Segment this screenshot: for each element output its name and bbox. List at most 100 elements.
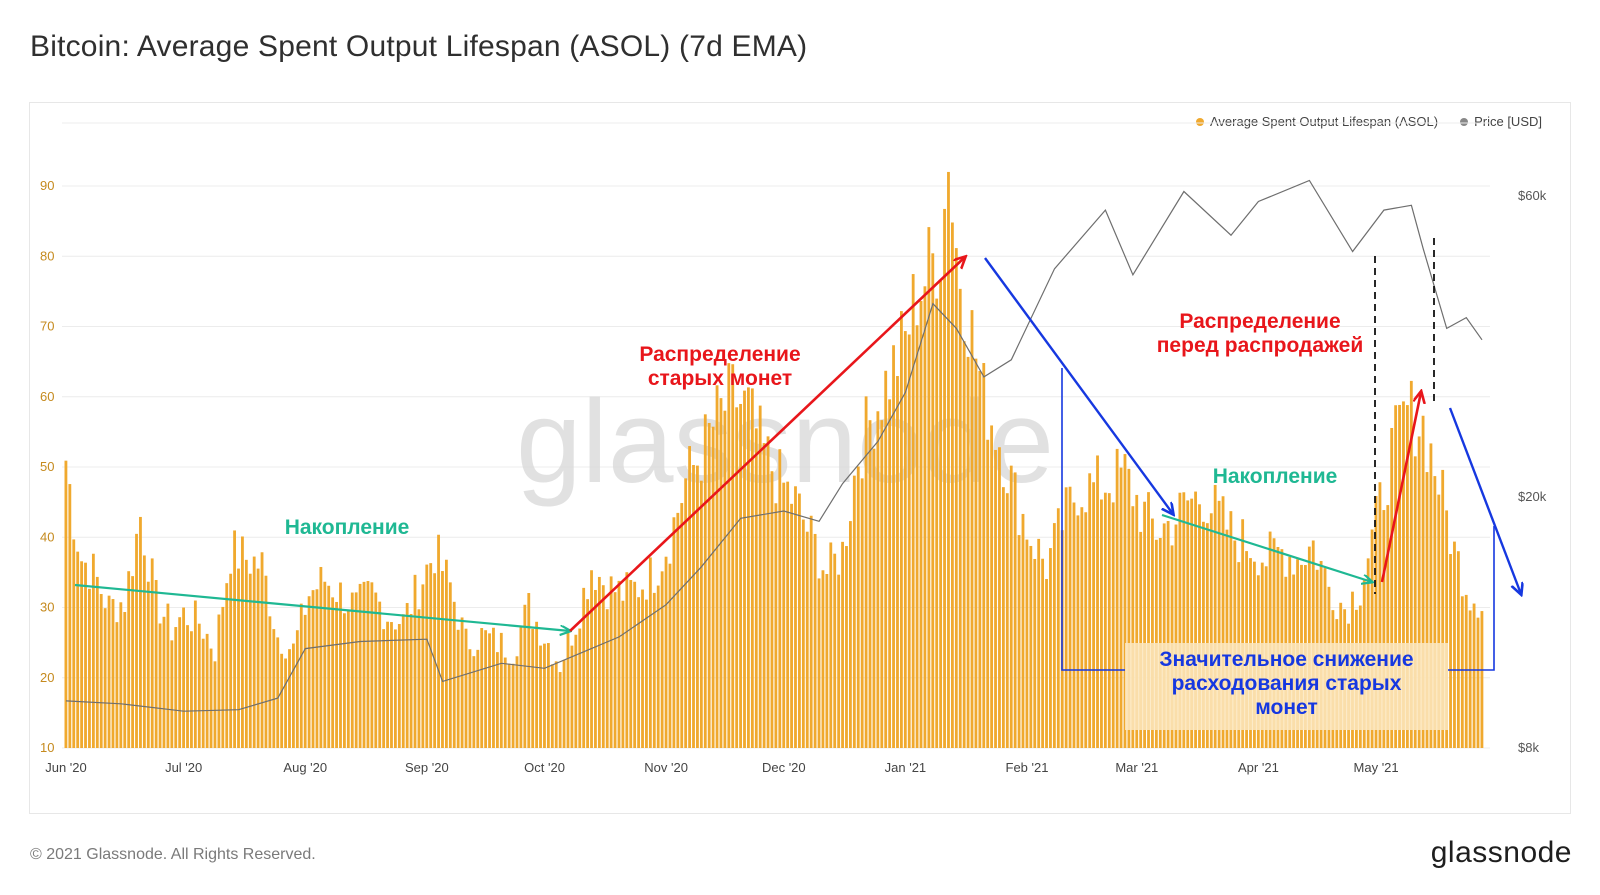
asol-bar — [919, 300, 923, 748]
asol-bar — [550, 664, 554, 748]
asol-bar — [507, 663, 511, 748]
asol-bar — [331, 597, 335, 748]
y-left-tick-label: 60 — [40, 389, 54, 404]
asol-bar — [307, 596, 311, 748]
asol-bar — [825, 574, 829, 748]
asol-bar — [727, 363, 731, 748]
accumulation-arrow-1 — [74, 583, 570, 631]
asol-bar — [723, 410, 727, 748]
asol-bar — [637, 597, 641, 748]
asol-bar — [1445, 510, 1449, 748]
asol-bar — [582, 587, 586, 748]
asol-bar — [974, 358, 978, 748]
asol-bar — [566, 632, 570, 748]
asol-bar — [444, 559, 448, 748]
asol-bar — [790, 503, 793, 748]
asol-bar — [1052, 523, 1056, 748]
asol-bar — [350, 592, 354, 748]
asol-bar — [84, 562, 87, 748]
asol-bar — [166, 603, 170, 748]
x-tick-label: Nov '20 — [644, 760, 688, 775]
asol-bar — [794, 486, 797, 748]
asol-bar — [923, 286, 927, 748]
legend-price-swatch — [1460, 117, 1469, 126]
asol-bar — [523, 604, 527, 748]
asol-bar — [1386, 505, 1390, 748]
asol-bar — [1268, 531, 1272, 748]
asol-bar — [1202, 521, 1205, 748]
asol-bar — [264, 575, 268, 748]
accumulation-arrow-2 — [1161, 513, 1372, 582]
asol-bar — [849, 521, 852, 748]
asol-bar — [421, 584, 425, 748]
asol-bar — [205, 633, 209, 748]
legend-item-price[interactable]: Price [USD] — [1460, 114, 1542, 129]
distribution-arrow — [569, 257, 965, 632]
asol-bar — [990, 425, 994, 748]
asol-bar — [131, 576, 135, 748]
asol-bar — [852, 475, 856, 748]
asol-bar — [668, 563, 672, 748]
y-left-tick-label: 90 — [40, 178, 54, 193]
asol-bar — [860, 478, 864, 748]
asol-bar — [935, 298, 939, 748]
annotation-pre-sell-line1: Распределение — [1179, 310, 1341, 333]
asol-bar — [1107, 493, 1111, 748]
annotation-distribution-old: Распределение старых монет — [610, 343, 830, 391]
asol-bar — [1453, 541, 1456, 748]
asol-bar — [743, 390, 746, 748]
asol-bar — [801, 519, 805, 748]
asol-bar — [401, 614, 405, 748]
asol-bar — [437, 534, 440, 748]
asol-bar — [382, 629, 386, 748]
asol-bar — [574, 634, 578, 748]
y-left-tick-label: 30 — [40, 600, 54, 615]
asol-bar — [1425, 472, 1429, 748]
asol-bar — [107, 595, 111, 748]
asol-bar — [1390, 427, 1394, 748]
asol-bar — [954, 248, 958, 748]
asol-bar — [872, 448, 876, 748]
legend-item-asol[interactable]: Average Spent Output Lifespan (ASOL) — [1195, 114, 1438, 129]
decline-arrow-1 — [984, 257, 1173, 514]
asol-bar — [888, 399, 892, 748]
asol-bar — [1151, 518, 1154, 748]
asol-bar — [1143, 501, 1146, 748]
annotation-decline-line1: Значительное снижение — [1159, 648, 1414, 671]
asol-bar — [570, 645, 574, 748]
asol-bar — [386, 621, 389, 748]
asol-bar — [252, 556, 256, 748]
asol-bar — [613, 592, 617, 748]
asol-bar — [1123, 454, 1127, 748]
asol-bar — [1190, 498, 1194, 748]
asol-bar — [217, 614, 221, 748]
asol-bar — [358, 583, 362, 748]
asol-bar — [966, 356, 970, 748]
asol-bar — [1378, 482, 1382, 748]
asol-bar — [648, 557, 652, 748]
asol-bar — [1178, 492, 1182, 748]
asol-bar — [260, 552, 264, 748]
copyright: © 2021 Glassnode. All Rights Reserved. — [30, 846, 316, 863]
brand-logo[interactable]: glassnode — [1430, 836, 1572, 869]
asol-bar — [476, 649, 480, 748]
asol-bar — [1437, 494, 1441, 748]
asol-bar — [1080, 507, 1084, 748]
asol-bar — [346, 610, 350, 748]
asol-bar — [998, 447, 1001, 748]
asol-bar — [503, 657, 507, 748]
asol-bar — [288, 649, 291, 748]
asol-bar — [539, 645, 542, 748]
asol-bar — [739, 403, 742, 748]
asol-bar — [1370, 529, 1374, 748]
asol-bar — [915, 325, 919, 748]
asol-bar — [1017, 535, 1021, 748]
asol-bar — [1382, 510, 1386, 748]
asol-bar — [758, 405, 762, 748]
asol-bar — [1213, 484, 1217, 748]
asol-bar — [229, 573, 233, 748]
asol-bar — [1088, 473, 1092, 748]
annotation-pre-sell: Распределение перед распродажей — [1135, 310, 1385, 358]
asol-bar — [892, 345, 895, 748]
asol-bar — [72, 539, 76, 748]
